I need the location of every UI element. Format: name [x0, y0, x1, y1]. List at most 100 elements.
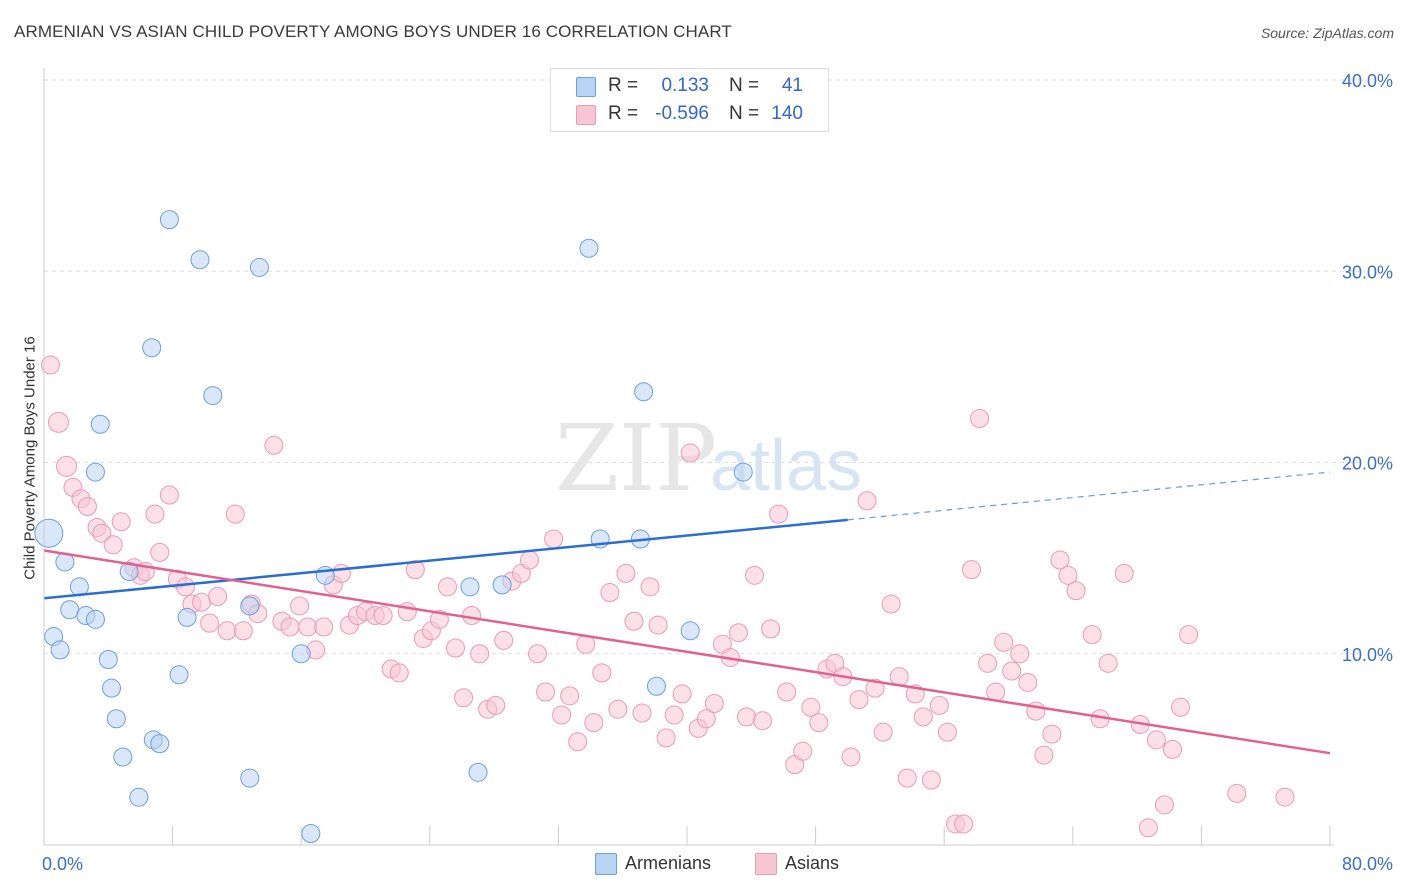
data-point: [40, 355, 60, 375]
data-point: [47, 411, 69, 433]
data-point: [175, 577, 195, 597]
r-value: -0.596: [655, 103, 709, 124]
data-point: [470, 644, 490, 664]
data-point: [664, 705, 684, 725]
data-point: [34, 518, 64, 548]
data-point: [646, 676, 666, 696]
data-point: [953, 814, 973, 834]
data-point: [298, 617, 318, 637]
data-point: [190, 250, 210, 270]
data-point: [857, 491, 877, 511]
data-point: [1146, 730, 1166, 750]
data-point: [1114, 563, 1134, 583]
data-point: [1162, 739, 1182, 759]
data-point: [60, 600, 80, 620]
data-point: [889, 667, 909, 687]
trend-lines: [43, 471, 1331, 755]
data-point: [405, 560, 425, 580]
data-point: [462, 606, 482, 625]
r-value: 0.133: [661, 75, 709, 96]
data-point: [592, 663, 612, 683]
data-point: [1154, 795, 1174, 815]
data-point: [437, 577, 457, 597]
data-point: [519, 550, 539, 570]
data-point: [142, 338, 162, 358]
y-tick-label: 30.0%: [1342, 262, 1393, 282]
data-point: [809, 713, 829, 733]
data-point: [736, 707, 756, 727]
data-point: [777, 682, 797, 702]
data-point: [1050, 550, 1070, 570]
data-point: [397, 602, 417, 622]
data-point: [77, 496, 97, 516]
y-tick-label: 20.0%: [1342, 454, 1393, 474]
data-point: [769, 504, 789, 524]
data-point: [1018, 672, 1038, 692]
data-point: [1171, 697, 1191, 717]
data-point: [113, 747, 133, 767]
data-point: [552, 705, 572, 725]
data-point: [468, 762, 488, 782]
data-point: [704, 693, 724, 713]
tick-labels: 10.0% 20.0% 30.0% 40.0% 0.0% 80.0%: [42, 71, 1393, 874]
data-point: [978, 653, 998, 673]
legend-label: Asians: [785, 853, 840, 873]
data-point: [841, 747, 861, 767]
data-point: [90, 414, 110, 434]
y-tick-label: 40.0%: [1342, 71, 1393, 91]
data-point: [897, 768, 917, 788]
data-point: [233, 621, 253, 641]
data-point: [177, 607, 197, 627]
data-point: [937, 722, 957, 742]
data-point: [745, 565, 765, 585]
data-point: [145, 504, 165, 524]
n-value: 41: [781, 75, 803, 96]
r-label: R =: [608, 103, 639, 124]
data-point: [159, 485, 179, 505]
data-point: [314, 617, 334, 637]
data-point: [291, 644, 311, 664]
data-point: [129, 787, 149, 807]
data-point: [150, 542, 170, 562]
data-point: [446, 638, 466, 658]
data-point: [600, 583, 620, 603]
data-point: [240, 768, 260, 788]
armenians-swatch: [595, 853, 617, 875]
data-point: [656, 728, 676, 748]
data-point: [264, 435, 284, 455]
source-label: Source: ZipAtlas.com: [1260, 25, 1394, 41]
data-point: [331, 563, 351, 583]
data-point: [994, 632, 1014, 652]
gridlines: [44, 79, 1365, 655]
data-point: [1098, 653, 1118, 673]
n-value: 140: [771, 103, 803, 124]
data-point: [929, 695, 949, 715]
data-point: [240, 596, 260, 616]
data-point: [56, 455, 78, 477]
data-point: [494, 630, 514, 650]
data-point: [793, 741, 813, 761]
data-point: [169, 665, 189, 685]
data-point: [373, 606, 393, 625]
data-point: [753, 711, 773, 731]
data-point: [217, 621, 237, 641]
data-point: [584, 713, 604, 733]
asian-swatch: [576, 105, 596, 125]
data-point: [1010, 644, 1030, 664]
correlation-row-armenian: R = 0.133 N = 41: [551, 72, 828, 100]
data-point: [280, 617, 300, 637]
data-point: [921, 770, 941, 790]
data-point: [696, 709, 716, 729]
r-label: R =: [608, 75, 639, 96]
armenian-points: [34, 210, 753, 844]
data-point: [50, 640, 70, 660]
data-point: [301, 824, 321, 844]
data-point: [85, 609, 105, 629]
data-point: [1082, 625, 1102, 645]
data-point: [389, 663, 409, 683]
chart-title: ARMENIAN VS ASIAN CHILD POVERTY AMONG BO…: [14, 22, 732, 41]
data-point: [192, 592, 212, 612]
data-point: [200, 613, 220, 633]
data-point: [1034, 745, 1054, 765]
data-point: [632, 703, 652, 723]
